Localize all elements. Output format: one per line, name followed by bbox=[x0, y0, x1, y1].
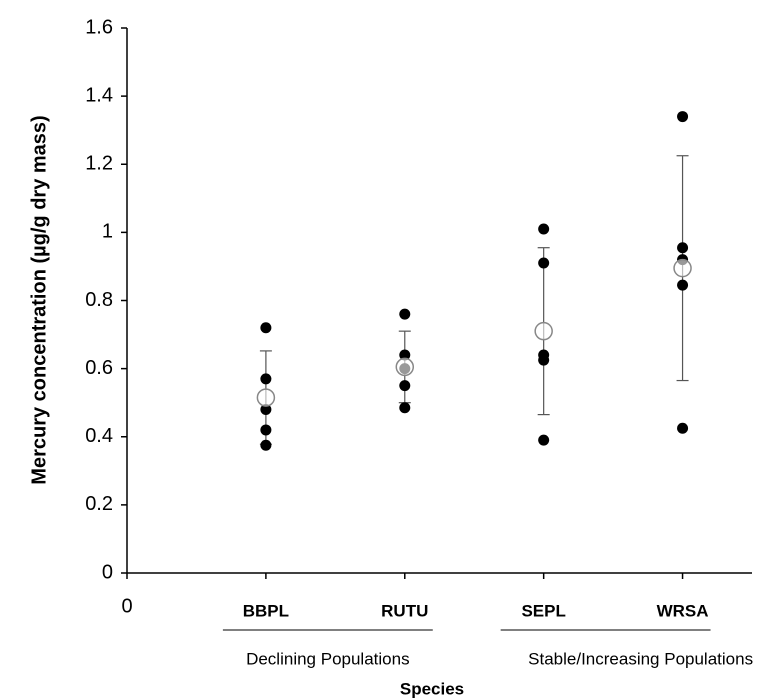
data-point bbox=[538, 354, 550, 366]
data-point bbox=[538, 257, 550, 269]
category-label: BBPL bbox=[243, 601, 289, 620]
y-tick-label: 0.4 bbox=[85, 425, 113, 447]
data-point bbox=[260, 424, 272, 436]
data-point bbox=[260, 373, 272, 385]
x-tick-label: 0 bbox=[121, 595, 132, 617]
data-point bbox=[677, 242, 689, 254]
y-tick-label: 1.4 bbox=[85, 84, 113, 106]
x-axis-label: Species bbox=[400, 679, 464, 698]
data-point bbox=[538, 223, 550, 235]
data-point bbox=[677, 422, 689, 434]
y-tick-label: 1.6 bbox=[85, 16, 113, 38]
data-point bbox=[677, 279, 689, 291]
group-label: Stable/Increasing Populations bbox=[528, 649, 753, 668]
mean-marker bbox=[673, 258, 692, 278]
data-point bbox=[399, 349, 411, 361]
data-point bbox=[260, 439, 272, 451]
mean-marker bbox=[256, 388, 276, 407]
data-point bbox=[399, 402, 411, 414]
y-tick-label: 0.8 bbox=[85, 289, 113, 311]
mean-marker bbox=[395, 357, 415, 377]
y-axis-label: Mercury concentration (µg/g dry mass) bbox=[28, 115, 50, 484]
data-point bbox=[399, 308, 411, 320]
y-tick-label: 0 bbox=[102, 561, 113, 583]
y-tick-label: 0.6 bbox=[85, 357, 113, 379]
y-tick-label: 1 bbox=[102, 221, 113, 243]
y-tick-label: 0.2 bbox=[85, 493, 113, 515]
data-point bbox=[677, 111, 689, 123]
y-tick-label: 1.2 bbox=[85, 153, 113, 175]
category-label: SEPL bbox=[521, 601, 565, 620]
group-label: Declining Populations bbox=[246, 649, 410, 668]
mean-marker bbox=[534, 321, 553, 341]
data-point bbox=[399, 380, 411, 392]
data-point bbox=[260, 322, 272, 334]
data-point bbox=[538, 434, 550, 446]
category-label: RUTU bbox=[381, 601, 428, 620]
category-label: WRSA bbox=[657, 601, 709, 620]
data-point bbox=[260, 404, 272, 415]
